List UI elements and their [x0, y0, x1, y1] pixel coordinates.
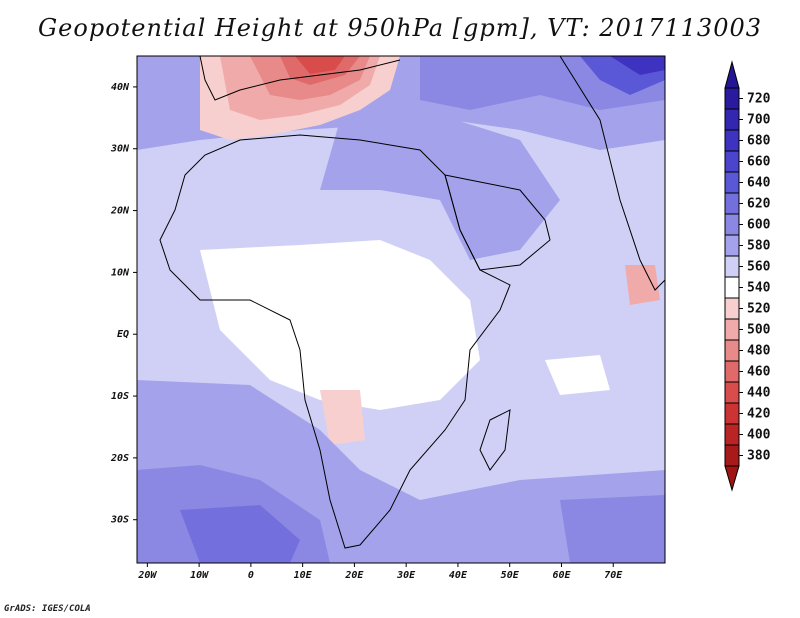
map-frame [136, 55, 666, 564]
colorbar-swatch [724, 129, 740, 152]
chart-title: Geopotential Height at 950hPa [gpm], VT:… [38, 14, 762, 42]
field-asia-highest [610, 56, 665, 75]
europe-coastline [199, 56, 401, 101]
madagascar-coastline [479, 409, 511, 471]
x-tick-label: 30E [396, 570, 416, 581]
colorbar-swatch [724, 87, 740, 110]
colorbar-label: 660 [747, 155, 771, 170]
colorbar-label: 420 [747, 407, 771, 422]
colorbar-label: 680 [747, 134, 771, 149]
colorbar-swatch [724, 171, 740, 194]
x-tick-label: 10W [190, 570, 209, 581]
colorbar-label: 540 [747, 281, 771, 296]
colorbar-swatch [724, 234, 740, 257]
field-angola-low [320, 390, 365, 445]
colorbar-swatch [724, 108, 740, 131]
colorbar-label: 500 [747, 323, 771, 338]
x-tick-label: 20W [137, 570, 157, 581]
colorbar-swatch [724, 444, 740, 467]
colorbar-swatch [724, 360, 740, 383]
x-axis: 20W 10W 0 10E 20E 30E 40E 50E 60E 70E [137, 563, 623, 581]
colorbar-swatch [724, 276, 740, 299]
y-tick-label: 10N [111, 267, 130, 278]
colorbar-swatch [724, 423, 740, 446]
colorbar-label: 700 [747, 113, 771, 128]
colorbar-label: 460 [747, 365, 771, 380]
field-south-atlantic-core [180, 505, 300, 563]
colorbar-swatch [724, 318, 740, 341]
colorbar-label: 720 [747, 92, 771, 107]
colorbar-label: 480 [747, 344, 771, 359]
india-coastline [559, 56, 665, 291]
colorbar-swatch [724, 255, 740, 278]
colorbar-label: 640 [747, 176, 771, 191]
colorbar-label: 620 [747, 197, 771, 212]
colorbar-swatch [724, 402, 740, 425]
field-arabia [320, 115, 560, 260]
y-tick-label: EQ [117, 329, 129, 340]
grads-credit: GrADS: IGES/COLA [4, 604, 91, 614]
colorbar-swatch [724, 192, 740, 215]
coastlines [159, 56, 665, 549]
colorbar-swatch [724, 213, 740, 236]
y-tick-label: 30N [110, 144, 130, 155]
colorbar-label: 520 [747, 302, 771, 317]
colorbar-top-arrow [724, 60, 740, 89]
x-tick-label: 20E [344, 570, 364, 581]
x-tick-label: 70E [604, 570, 623, 581]
y-tick-label: 30S [110, 515, 129, 526]
colorbar-swatch [724, 381, 740, 404]
colorbar-swatch [724, 339, 740, 362]
colorbar-bottom-arrow [724, 465, 740, 492]
arabia-coastline [444, 174, 551, 271]
x-tick-label: 10E [294, 570, 313, 581]
colorbar-swatch [724, 297, 740, 320]
colorbar-label: 560 [747, 260, 771, 275]
colorbar-label: 600 [747, 218, 771, 233]
y-tick-label: 20S [110, 453, 129, 464]
colorbar-label: 380 [747, 449, 771, 464]
field-med-low-440 [295, 56, 345, 74]
y-tick-label: 10S [111, 391, 129, 402]
colorbar-label: 400 [747, 428, 771, 443]
x-tick-label: 60E [552, 570, 571, 581]
x-tick-label: 50E [501, 570, 520, 581]
africa-coastline [159, 134, 511, 549]
y-axis: 40N 30N 20N 10N EQ 10S 20S 30S [110, 82, 137, 526]
x-tick-label: 40E [449, 570, 468, 581]
field-ocean-white [545, 355, 610, 395]
field-south-indian-high [560, 495, 665, 563]
colorbar-swatch [724, 150, 740, 173]
colorbar: 720 700 680 660 640 620 600 580 560 540 520 500 480 4… [724, 60, 771, 492]
y-tick-label: 40N [111, 82, 130, 93]
x-tick-label: 0 [248, 570, 254, 581]
field-central-africa [200, 240, 480, 410]
field-india-low [625, 265, 660, 305]
colorbar-label: 440 [747, 386, 771, 401]
map-plot-area [137, 56, 665, 563]
y-tick-label: 20N [110, 206, 130, 217]
colorbar-label: 580 [747, 239, 771, 254]
